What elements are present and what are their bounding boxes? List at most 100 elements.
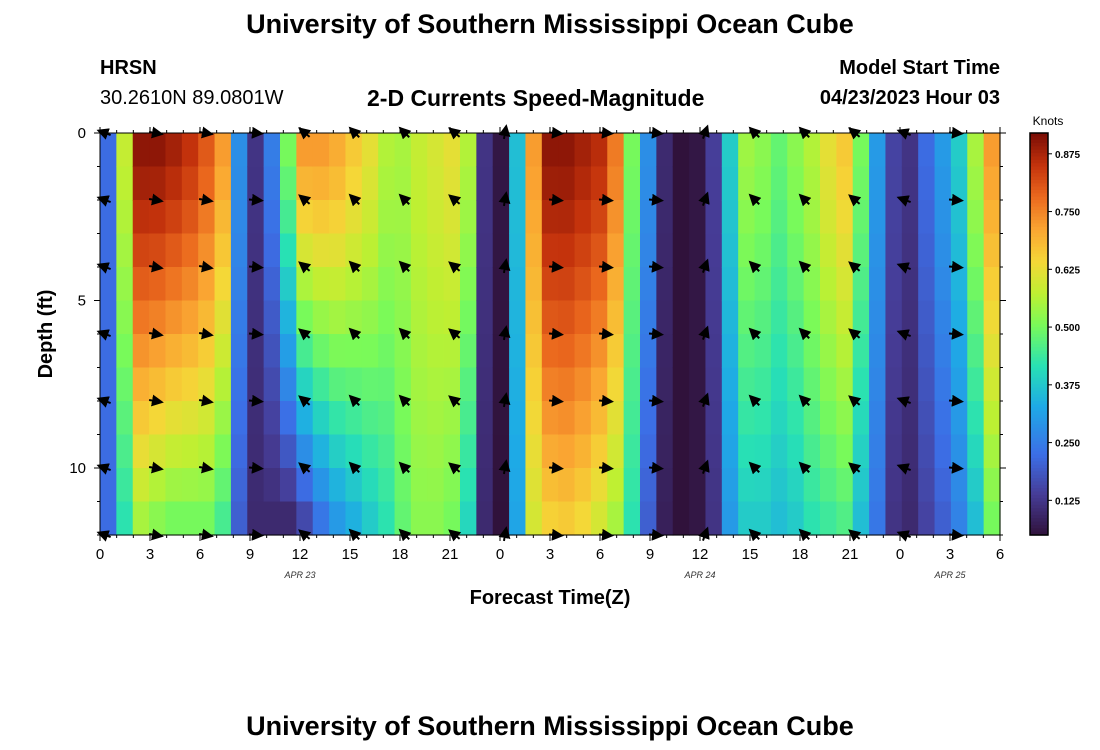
page-title-bottom: University of Southern Mississippi Ocean… — [246, 711, 854, 741]
heatmap-cell — [509, 401, 527, 436]
heatmap-cell — [869, 133, 887, 168]
heatmap-cell — [689, 166, 707, 201]
heatmap-cell — [590, 334, 608, 369]
heatmap-cell — [967, 133, 985, 168]
heatmap-cell — [950, 300, 968, 335]
current-vector-arrow — [498, 392, 511, 408]
heatmap-cell — [574, 468, 592, 503]
heatmap-cell — [100, 501, 117, 536]
heatmap-cell — [312, 233, 330, 268]
heatmap-cell — [885, 233, 903, 268]
y-axis-ticks: 0 5 10 — [69, 125, 1006, 536]
heatmap-cell — [950, 367, 968, 402]
heatmap-cell — [394, 434, 412, 469]
heatmap-cell — [836, 267, 854, 302]
colorbar-segment — [1030, 246, 1048, 251]
heatmap-cell — [214, 267, 232, 302]
heatmap-cell — [983, 434, 1001, 469]
heatmap-cell — [492, 334, 510, 369]
heatmap-cell — [967, 233, 985, 268]
heatmap-cell — [132, 434, 150, 469]
heatmap-cell — [754, 434, 772, 469]
heatmap-cell — [492, 233, 510, 268]
heatmap-cell — [623, 434, 641, 469]
colorbar-segment — [1030, 287, 1048, 292]
heatmap-cell — [149, 200, 167, 235]
x-axis-tick-label: 0 — [96, 546, 104, 563]
colorbar-segment — [1030, 384, 1048, 389]
heatmap-cell — [181, 434, 199, 469]
colorbar-segment — [1030, 434, 1048, 439]
heatmap-cell — [378, 267, 396, 302]
heatmap-cell — [672, 434, 690, 469]
heatmap-cell — [247, 468, 265, 503]
heatmap-cell — [770, 166, 788, 201]
heatmap-cell — [312, 367, 330, 402]
heatmap-cell — [885, 133, 903, 168]
current-vector-arrow — [598, 327, 614, 340]
heatmap-cell — [149, 300, 167, 335]
heatmap-cell — [427, 267, 445, 302]
heatmap-cell — [132, 468, 150, 503]
x-axis-tick-label: 12 — [692, 546, 709, 563]
colorbar-tick-label: 0.500 — [1055, 323, 1080, 334]
heatmap-cell — [967, 401, 985, 436]
current-vector-arrow — [748, 461, 762, 475]
x-axis-tick-label: 3 — [146, 546, 154, 563]
heatmap-cell — [787, 133, 805, 168]
heatmap-cell — [427, 334, 445, 369]
heatmap-cell — [558, 367, 576, 402]
current-vector-arrow — [648, 260, 664, 273]
heatmap-cell — [525, 434, 543, 469]
colorbar-segment — [1030, 468, 1048, 472]
heatmap-cell — [934, 200, 952, 235]
heatmap-cell — [312, 401, 330, 436]
colorbar-segment — [1030, 179, 1048, 184]
heatmap-cell — [329, 166, 347, 201]
colorbar-segment — [1030, 313, 1048, 318]
heatmap-cell — [689, 468, 707, 503]
heatmap-cell — [574, 166, 592, 201]
x-axis-date-label: APR 23 — [283, 570, 315, 580]
heatmap-cell — [885, 468, 903, 503]
heatmap-cell — [165, 367, 183, 402]
heatmap-cell — [672, 367, 690, 402]
colorbar-segment — [1030, 528, 1048, 533]
current-vector-arrow — [298, 395, 312, 408]
heatmap-cell — [132, 267, 150, 302]
heatmap-cell — [590, 233, 608, 268]
colorbar-segment — [1030, 524, 1048, 529]
heatmap-cell — [492, 401, 510, 436]
heatmap-cell — [296, 501, 314, 536]
heatmap-cell — [590, 468, 608, 503]
heatmap-cell — [869, 200, 887, 235]
heatmap-cell — [181, 334, 199, 369]
heatmap-cell — [803, 401, 821, 436]
heatmap-cell — [803, 434, 821, 469]
heatmap-cell — [803, 300, 821, 335]
current-vector-arrow — [896, 463, 911, 475]
heatmap-cell — [656, 233, 674, 268]
current-vector-arrow — [148, 327, 164, 340]
x-axis-tick-label: 3 — [546, 546, 554, 563]
current-vector-arrow — [798, 260, 812, 274]
heatmap-cell — [541, 434, 559, 469]
heatmap-cell — [361, 401, 379, 436]
current-vector-arrow — [198, 260, 214, 273]
heatmap-cell — [230, 133, 248, 168]
current-vector-arrow — [598, 394, 614, 407]
colorbar-segment — [1030, 223, 1048, 228]
heatmap-cell — [869, 468, 887, 503]
current-vector-arrow — [896, 396, 911, 408]
colorbar-segment — [1030, 173, 1048, 178]
current-vector-arrow — [298, 462, 312, 475]
heatmap-cell — [607, 334, 625, 369]
heatmap-cell — [820, 367, 837, 402]
heatmap-cell — [983, 334, 1001, 369]
current-vector-arrow — [198, 394, 214, 407]
heatmap-cell — [280, 401, 297, 436]
heatmap-cell — [378, 434, 396, 469]
colorbar-segment — [1030, 320, 1048, 325]
heatmap-cell — [721, 300, 739, 335]
heatmap-cell — [181, 501, 199, 536]
